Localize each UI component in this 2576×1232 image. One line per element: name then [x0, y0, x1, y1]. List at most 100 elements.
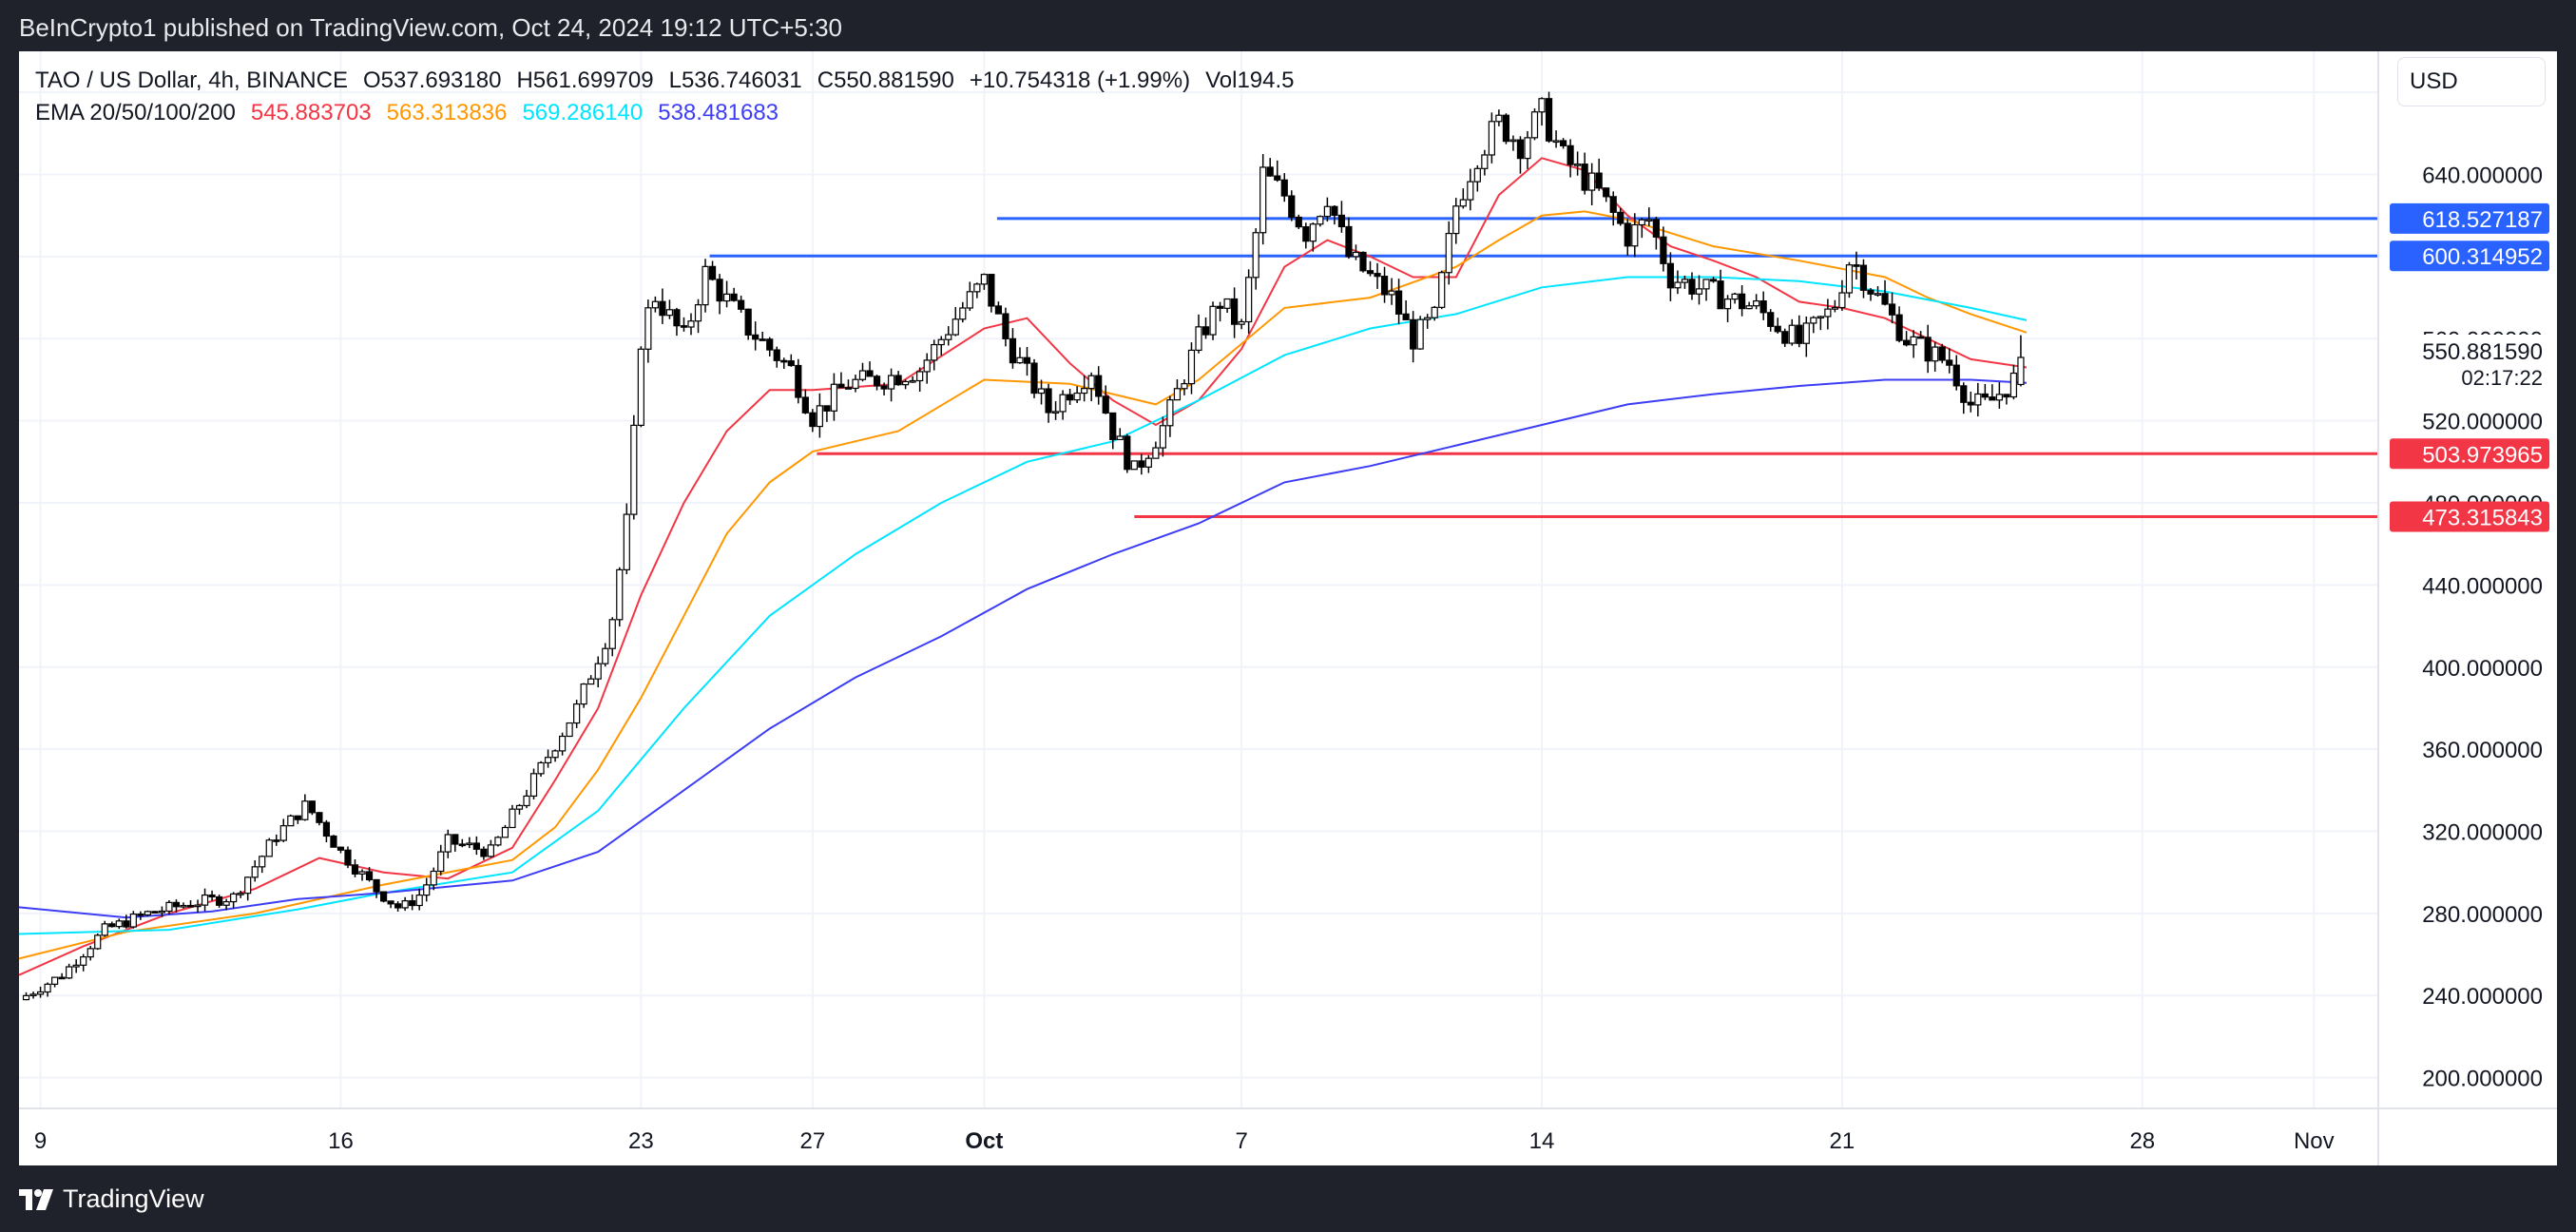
candle-body: [980, 274, 988, 285]
candle-body: [1445, 232, 1452, 274]
candle-body: [931, 343, 938, 361]
candle-body: [694, 304, 702, 322]
candle-body: [1731, 293, 1739, 300]
candle-body: [1380, 276, 1389, 296]
candle-body: [1045, 388, 1052, 414]
candle-body: [1495, 114, 1503, 123]
change-value: +10.754318 (+1.99%): [969, 67, 1191, 93]
candle-body: [1302, 226, 1310, 242]
candle-body: [208, 894, 216, 898]
publisher-text: BeInCrypto1 published on TradingView.com…: [19, 13, 842, 42]
candle-body: [602, 647, 609, 664]
symbol-label[interactable]: TAO / US Dollar, 4h, BINANCE: [35, 67, 348, 93]
candle-body: [1095, 375, 1103, 397]
time-tick-label: 7: [1235, 1128, 1247, 1154]
candle-body: [379, 891, 388, 902]
candle-body: [1402, 313, 1410, 320]
candle-body: [823, 405, 831, 412]
candle-body: [966, 291, 973, 309]
tradingview-logo[interactable]: TradingView: [19, 1184, 204, 1214]
candle-body: [1280, 179, 1288, 197]
candle-body: [1810, 317, 1817, 324]
candle-body: [101, 923, 108, 936]
candle-body: [1030, 362, 1038, 395]
candle-body: [759, 338, 766, 341]
candle-body: [651, 300, 659, 309]
candle-body: [365, 871, 374, 881]
candle-body: [501, 826, 509, 838]
candle-body: [1502, 114, 1510, 143]
candle-body: [837, 383, 845, 389]
candle-body: [29, 993, 37, 996]
candle-body: [702, 265, 709, 306]
candle-body: [279, 825, 287, 841]
candle-body: [186, 904, 195, 908]
candle-body: [952, 318, 959, 336]
candle-body: [259, 856, 266, 868]
time-tick-label: 9: [34, 1128, 47, 1154]
candle-body: [94, 934, 102, 950]
candle-body: [708, 265, 717, 280]
candle-body: [1774, 325, 1781, 333]
time-tick-label: 28: [2129, 1128, 2155, 1154]
candle-body: [1567, 144, 1574, 165]
candle-body: [201, 894, 209, 906]
time-tick-label: 23: [628, 1128, 654, 1154]
candle-body: [1252, 232, 1259, 279]
candle-body: [180, 904, 187, 908]
ema50-value: 563.313836: [386, 100, 508, 125]
candle-body: [2003, 394, 2010, 398]
candle-body: [1867, 289, 1874, 295]
chart-frame[interactable]: [19, 51, 2557, 1165]
candle-body: [66, 966, 73, 979]
candle-body: [494, 837, 502, 846]
ema-label[interactable]: EMA 20/50/100/200: [35, 100, 236, 125]
candle-body: [1788, 324, 1796, 344]
candle-body: [566, 722, 573, 738]
candle-body: [123, 920, 130, 928]
candle-body: [1130, 460, 1138, 471]
candle-body: [1374, 273, 1381, 278]
candle-body: [1187, 349, 1196, 385]
candle-body: [237, 893, 244, 895]
chart-grid: [19, 51, 2378, 1108]
candle-body: [1438, 272, 1446, 308]
candle-body: [51, 976, 59, 985]
candle-body: [273, 839, 280, 842]
candle-body: [423, 884, 431, 896]
candle-body: [115, 920, 123, 928]
candle-body: [1603, 187, 1610, 198]
candle-body: [659, 300, 666, 317]
candle-body: [844, 387, 853, 390]
candle-body: [1309, 223, 1317, 242]
candle-body: [137, 913, 144, 916]
candle-body: [1524, 137, 1531, 160]
candle-body: [1530, 111, 1539, 139]
candle-body: [1216, 305, 1224, 309]
candle-body: [551, 750, 559, 759]
candle-body: [1295, 216, 1302, 228]
candle-body: [1638, 219, 1645, 226]
candle-body: [523, 795, 530, 807]
candle-body: [1452, 205, 1460, 235]
candle-body: [1538, 98, 1546, 113]
candle-body: [959, 307, 967, 320]
candle-body: [894, 375, 902, 386]
currency-button[interactable]: USD: [2397, 57, 2546, 106]
candle-body: [1366, 270, 1375, 275]
candle-body: [409, 900, 416, 907]
candle-body: [1989, 396, 1996, 401]
candle-body: [1394, 290, 1403, 315]
candle-body: [308, 800, 316, 814]
candle-body: [616, 568, 624, 621]
candle-body: [1051, 411, 1060, 414]
candle-body: [1946, 359, 1953, 366]
last-price-tag: [2390, 334, 2549, 388]
candle-body: [287, 815, 295, 827]
candle-body: [330, 835, 337, 848]
ema50-line: [18, 210, 2028, 960]
candle-body: [1817, 316, 1824, 319]
price-tick-label: 280.000000: [2422, 902, 2543, 928]
candle-body: [1581, 164, 1588, 191]
